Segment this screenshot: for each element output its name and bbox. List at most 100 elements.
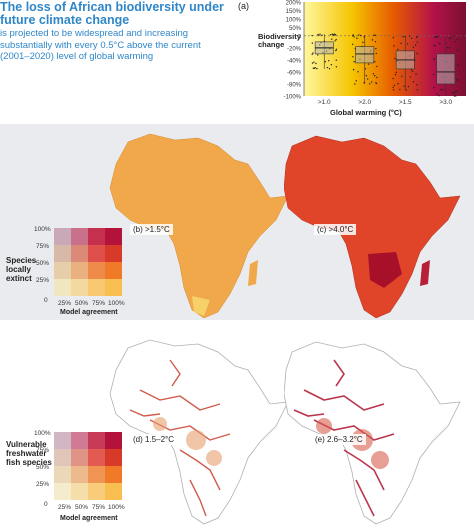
- madagascar-c: [420, 260, 430, 286]
- map-panel-c: [284, 135, 461, 319]
- scatter-point: [374, 60, 376, 63]
- scatter-point: [358, 34, 360, 36]
- legend-cell: [105, 483, 122, 500]
- box-1: [355, 46, 375, 64]
- scatter-point: [357, 71, 359, 73]
- scatter-point: [328, 68, 331, 70]
- scatter-point: [334, 40, 336, 42]
- legend-cell: [105, 466, 122, 483]
- scatter-point: [326, 66, 329, 69]
- scatter-point: [374, 75, 376, 77]
- scatter-point: [410, 37, 413, 40]
- africa-map-c-south: [368, 252, 402, 288]
- y-tick-label: 0: [298, 34, 302, 40]
- scatter-point: [376, 76, 378, 79]
- madagascar-b: [248, 260, 258, 286]
- scatter-point: [392, 36, 395, 39]
- scatter-point: [409, 76, 412, 78]
- scatter-point: [393, 45, 395, 47]
- legend-cell: [54, 483, 71, 500]
- scatter-point: [412, 70, 414, 73]
- scatter-point: [335, 59, 338, 61]
- legend-cell: [71, 449, 88, 466]
- scatter-point: [402, 35, 404, 38]
- page-subtitle: is projected to be widespread and increa…: [0, 28, 201, 62]
- band-separator: [0, 320, 474, 328]
- scatter-point: [452, 35, 455, 37]
- scatter-point: [405, 89, 407, 91]
- scatter-point: [456, 38, 459, 41]
- scatter-point: [453, 92, 456, 94]
- legend-bottom-x2: 50%: [75, 504, 89, 511]
- legend-cell: [88, 432, 105, 449]
- legend-cell: [71, 466, 88, 483]
- legend-top-x4: 100%: [108, 300, 125, 307]
- scatter-point: [321, 34, 323, 36]
- scatter-point: [457, 64, 459, 66]
- scatter-point: [412, 81, 415, 83]
- scatter-point: [324, 60, 326, 63]
- y-tick-label: -60%: [287, 70, 302, 76]
- legend-top-x1: 25%: [58, 300, 72, 307]
- scatter-point: [416, 41, 419, 43]
- scatter-point: [374, 40, 377, 43]
- scatter-point: [454, 40, 456, 43]
- legend-cell: [105, 279, 122, 296]
- scatter-point: [406, 43, 409, 45]
- legend-top-caption: Model agreement: [60, 309, 118, 316]
- scatter-point: [408, 35, 411, 37]
- legend-cell: [54, 228, 71, 245]
- scatter-point: [311, 42, 314, 44]
- scatter-point: [333, 33, 336, 35]
- scatter-point: [446, 47, 449, 49]
- y-tick-label: 100%: [286, 17, 302, 23]
- legend-cell: [88, 279, 105, 296]
- y-tick-label: 150%: [286, 9, 302, 15]
- scatter-point: [394, 57, 396, 60]
- map-panel-b: [109, 133, 289, 319]
- scatter-point: [364, 68, 367, 70]
- scatter-point: [335, 49, 337, 52]
- scatter-point: [316, 67, 318, 70]
- scatter-point: [416, 35, 418, 37]
- scatter-point: [315, 62, 317, 65]
- map-label-c: (c) >4.0°C: [314, 224, 357, 235]
- chart-ylabel: Biodiversity change: [258, 32, 301, 49]
- legend-cell: [105, 262, 122, 279]
- scatter-point: [356, 37, 358, 39]
- scatter-point: [434, 36, 436, 38]
- scatter-point: [335, 66, 338, 68]
- scatter-point: [352, 68, 355, 71]
- scatter-point: [330, 38, 333, 40]
- scatter-point: [374, 34, 376, 36]
- scatter-point: [455, 95, 457, 97]
- scatter-point: [397, 48, 399, 51]
- legend-cell: [88, 466, 105, 483]
- scatter-point: [393, 84, 396, 86]
- scatter-point: [312, 67, 315, 69]
- scatter-point: [433, 44, 435, 47]
- scatter-point: [407, 85, 410, 88]
- legend-cell: [54, 466, 71, 483]
- scatter-point: [375, 52, 378, 55]
- scatter-point: [362, 41, 364, 44]
- africa-map-b-south: [192, 296, 210, 316]
- scatter-point: [453, 95, 456, 97]
- map-label-b: (b) >1.5°C: [130, 224, 173, 235]
- scatter-point: [330, 64, 333, 66]
- legend-bottom-x3: 75%: [92, 504, 106, 511]
- legend-top-x3: 75%: [92, 300, 106, 307]
- scatter-point: [410, 69, 413, 71]
- legend-top-y0: 100%: [34, 226, 51, 233]
- scatter-point: [456, 79, 459, 81]
- scatter-point: [452, 92, 454, 94]
- scatter-point: [317, 33, 319, 36]
- scatter-point: [376, 65, 378, 68]
- biodiversity-chart: 200% 150% 100% 50% 0 -20% -40% -60% -80% -100% >1.…: [284, 1, 466, 106]
- map-panel-e: [284, 341, 461, 525]
- scatter-point: [335, 48, 338, 51]
- scatter-point: [414, 44, 417, 46]
- scatter-point: [353, 61, 355, 63]
- scatter-point: [433, 58, 435, 60]
- scatter-point: [440, 88, 442, 91]
